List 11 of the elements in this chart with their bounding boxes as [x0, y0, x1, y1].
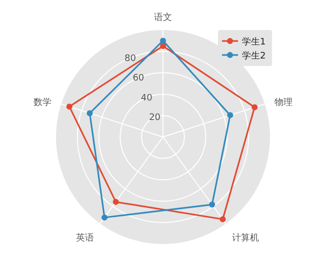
spoke-label: 计算机	[232, 232, 259, 244]
legend-label: 学生2	[242, 50, 266, 62]
spoke-label: 英语	[76, 232, 94, 244]
y-tick-label: 60	[132, 74, 144, 84]
spoke-label: 语文	[154, 12, 172, 23]
y-tick-label: 20	[149, 113, 161, 124]
y-tick-label: 40	[140, 93, 153, 104]
y-tick-label: 80	[124, 54, 136, 64]
spoke-label: 物理	[274, 96, 292, 108]
legend-label: 学生1	[242, 36, 266, 48]
spoke-label: 数学	[34, 96, 52, 108]
